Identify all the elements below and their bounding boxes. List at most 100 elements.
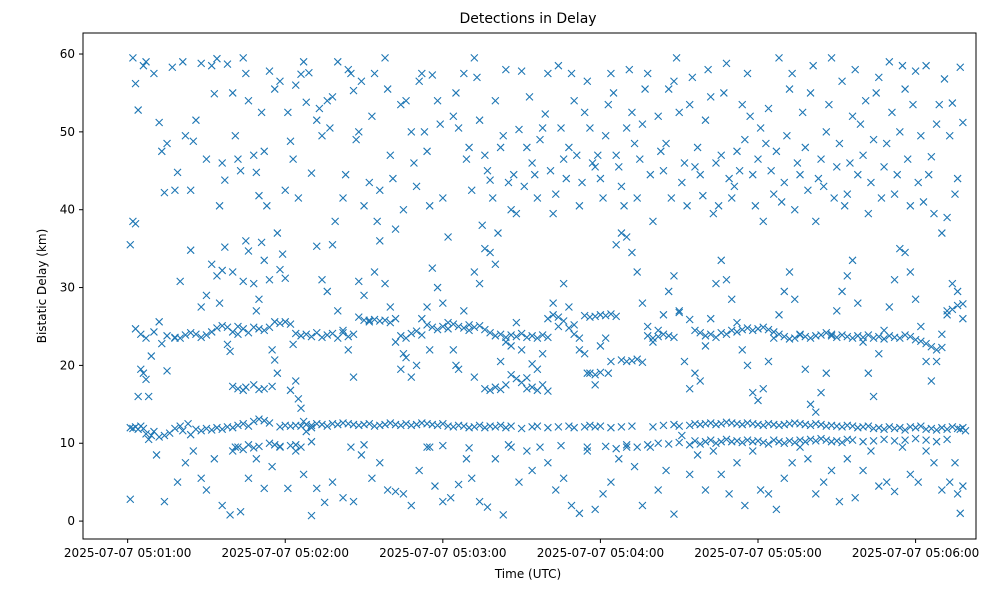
data-point [591, 312, 600, 321]
data-point [780, 332, 789, 341]
data-point [738, 420, 747, 429]
data-point [719, 89, 728, 97]
data-point [541, 110, 550, 118]
data-point [412, 420, 421, 429]
data-point [302, 427, 311, 436]
data-point [578, 178, 586, 187]
data-point [423, 147, 431, 156]
data-point [775, 310, 783, 319]
data-point [491, 331, 500, 340]
data-point [381, 316, 389, 325]
data-point [475, 321, 484, 330]
data-point [307, 421, 316, 430]
data-point [796, 170, 804, 179]
data-point [543, 69, 552, 78]
data-point [252, 307, 261, 315]
data-point [712, 279, 720, 288]
data-point [228, 382, 237, 391]
data-point [754, 396, 762, 405]
data-point [722, 59, 731, 68]
data-point [276, 443, 284, 452]
x-tick-label: 2025-07-07 05:06:00 [852, 546, 979, 560]
data-point [958, 118, 967, 127]
data-point [134, 392, 143, 401]
data-point [512, 209, 521, 218]
data-point [473, 73, 481, 82]
data-point [186, 328, 195, 337]
data-point [522, 333, 531, 342]
data-point [517, 329, 526, 338]
data-point [297, 443, 305, 452]
data-point [236, 166, 245, 175]
data-point [927, 152, 936, 161]
data-point [893, 170, 902, 179]
data-point [788, 458, 797, 467]
data-point [769, 334, 778, 343]
data-point [507, 331, 516, 339]
data-point [785, 85, 794, 93]
data-point [239, 419, 248, 428]
data-point [943, 425, 951, 434]
data-point [480, 423, 489, 432]
data-point [554, 423, 563, 431]
data-point [483, 503, 492, 511]
data-point [790, 295, 799, 304]
data-point [297, 404, 305, 413]
data-point [197, 474, 206, 483]
data-point [202, 424, 211, 433]
data-point [543, 458, 552, 467]
data-point [646, 443, 655, 452]
data-point [922, 436, 930, 445]
data-point [226, 347, 234, 356]
data-point [171, 424, 179, 433]
data-point [664, 287, 673, 296]
data-point [543, 387, 552, 395]
data-point [344, 345, 353, 354]
data-point [601, 311, 610, 320]
data-point [738, 345, 747, 354]
data-point [722, 330, 731, 339]
data-point [835, 497, 844, 506]
data-point [494, 229, 502, 237]
data-point [126, 495, 135, 504]
data-point [312, 116, 321, 125]
data-point [953, 489, 962, 498]
data-point [559, 474, 568, 483]
data-point [614, 163, 623, 171]
data-point [643, 322, 652, 331]
data-point [155, 317, 164, 326]
data-point [360, 291, 368, 300]
data-point [207, 61, 216, 70]
data-point [323, 96, 332, 105]
data-point [898, 61, 907, 70]
data-point [649, 423, 657, 431]
data-point [911, 434, 920, 443]
data-point [838, 438, 846, 447]
data-point [202, 486, 211, 494]
data-point [223, 340, 232, 349]
x-tick-label: 2025-07-07 05:02:00 [222, 546, 349, 560]
data-point [415, 466, 424, 475]
data-point [399, 489, 408, 498]
data-point [270, 317, 279, 326]
data-point [142, 375, 150, 384]
data-point [880, 326, 888, 335]
data-point [480, 244, 489, 253]
data-point [738, 325, 747, 334]
data-point [244, 440, 253, 449]
data-point [746, 112, 755, 121]
data-point [375, 186, 384, 195]
data-point [754, 437, 762, 445]
data-point [270, 85, 279, 93]
data-point [507, 443, 516, 452]
data-point [131, 219, 140, 228]
data-point [817, 331, 825, 339]
data-point [160, 188, 169, 197]
data-point [717, 470, 726, 479]
data-point [522, 447, 531, 455]
data-point [743, 436, 752, 445]
data-point [270, 440, 279, 449]
data-point [134, 106, 143, 114]
data-point [659, 310, 668, 319]
data-point [252, 454, 261, 463]
